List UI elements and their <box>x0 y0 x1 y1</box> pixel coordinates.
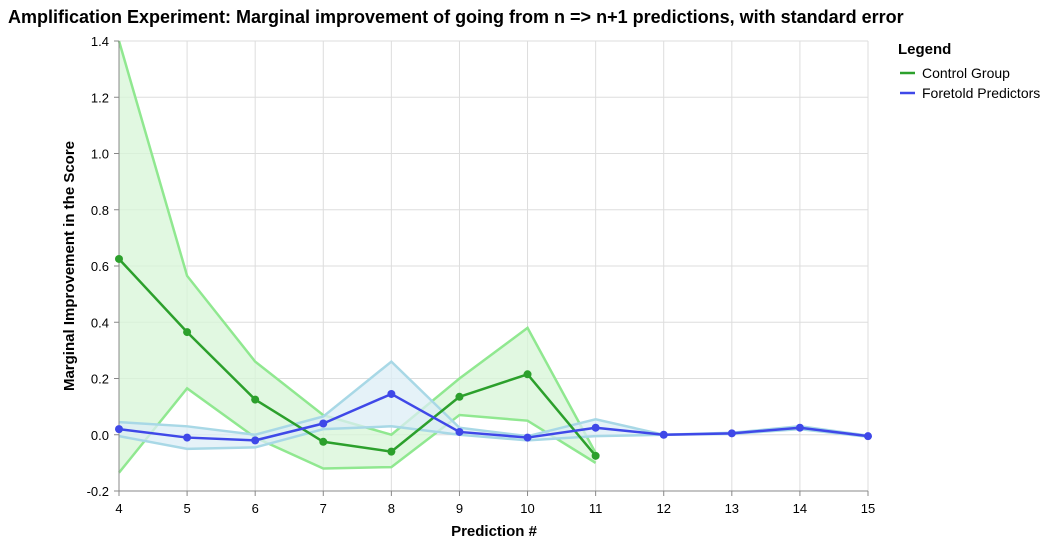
data-point-foretold-predictors <box>115 425 123 434</box>
axes: 4 5 6 7 8 9 10 11 12 13 14 15 -0.2 0.0 0.2 0.4 0.6 0.8 1.0… <box>87 34 876 516</box>
data-point-control-group <box>115 254 123 263</box>
x-tick-label: 11 <box>589 501 603 516</box>
y-tick-label: 0.2 <box>91 372 109 387</box>
data-point-foretold-predictors <box>455 427 464 436</box>
legend-title: Legend <box>898 41 951 58</box>
x-tick-label: 8 <box>388 501 395 516</box>
data-point-foretold-predictors <box>659 430 668 439</box>
legend-label-control-group: Control Group <box>922 65 1010 81</box>
x-tick-label: 7 <box>320 501 327 516</box>
legend-label-foretold-predictors: Foretold Predictors <box>922 85 1040 101</box>
series-line-control-group <box>118 258 597 457</box>
y-tick-label: 1.0 <box>91 147 109 162</box>
series-line-foretold-predictors <box>118 392 869 442</box>
data-point-foretold-predictors <box>864 432 872 441</box>
y-tick-label: 0.8 <box>91 203 109 218</box>
data-point-control-group <box>319 437 328 446</box>
x-tick-label: 4 <box>115 501 122 516</box>
data-point-control-group <box>455 392 464 401</box>
y-tick-label: -0.2 <box>87 484 109 499</box>
data-point-foretold-predictors <box>183 433 192 442</box>
data-point-control-group <box>251 395 260 404</box>
data-point-control-group <box>523 370 532 379</box>
series-lines <box>118 258 869 457</box>
y-tick-label: 0.0 <box>91 428 109 443</box>
data-point-foretold-predictors <box>523 433 532 442</box>
error-bands <box>117 40 869 474</box>
y-axis-title: Marginal Improvement in the Score <box>61 141 78 391</box>
y-tick-label: 0.6 <box>91 259 109 274</box>
chart-title: Amplification Experiment: Marginal impro… <box>8 7 904 27</box>
data-point-foretold-predictors <box>319 419 328 428</box>
series-points <box>115 254 872 460</box>
data-point-foretold-predictors <box>387 389 396 398</box>
data-point-foretold-predictors <box>795 423 804 432</box>
x-tick-label: 6 <box>252 501 259 516</box>
y-tick-label: 0.4 <box>91 315 109 330</box>
data-point-foretold-predictors <box>251 436 260 445</box>
data-point-control-group <box>591 451 600 460</box>
lower-bound-control-group <box>118 386 597 474</box>
y-tick-label: 1.4 <box>91 34 109 49</box>
x-tick-label: 9 <box>456 501 463 516</box>
x-tick-label: 15 <box>861 501 875 516</box>
data-point-foretold-predictors <box>591 423 600 432</box>
y-tick-label: 1.2 <box>91 90 109 105</box>
x-tick-label: 13 <box>725 501 739 516</box>
data-point-foretold-predictors <box>727 429 736 438</box>
grid <box>118 40 869 492</box>
data-point-control-group <box>387 447 396 456</box>
x-axis-title: Prediction # <box>451 523 538 540</box>
error-band-control-group <box>119 41 596 473</box>
x-tick-label: 12 <box>656 501 670 516</box>
data-point-control-group <box>183 328 192 337</box>
legend: Legend Control Group Foretold Predictors <box>898 41 1040 101</box>
x-tick-label: 5 <box>183 501 190 516</box>
x-tick-label: 14 <box>793 501 807 516</box>
x-tick-label: 10 <box>520 501 534 516</box>
